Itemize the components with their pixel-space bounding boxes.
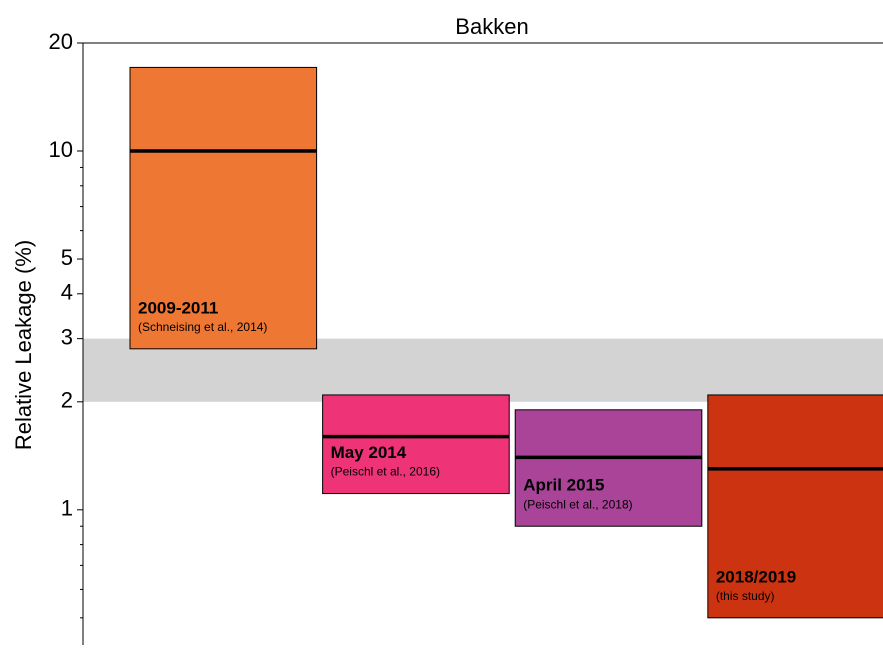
bar-label: 2018/2019 [716, 567, 796, 586]
y-tick-label: 3 [61, 324, 73, 349]
y-tick-label: 2 [61, 388, 73, 413]
bar-label: May 2014 [331, 443, 407, 462]
bar-label: April 2015 [523, 476, 604, 495]
bar-label: 2009-2011 [138, 298, 218, 317]
y-tick-label: 10 [49, 137, 73, 162]
y-tick-label: 20 [49, 29, 73, 54]
bar-source: (Peischl et al., 2018) [523, 497, 632, 511]
y-tick-label: 5 [61, 245, 73, 270]
y-tick-label: 4 [61, 280, 73, 305]
bar-source: (this study) [716, 589, 775, 603]
y-axis-label: Relative Leakage (%) [11, 240, 36, 450]
bar [129, 66, 318, 350]
bar [322, 394, 510, 495]
chart-title: Bakken [455, 14, 528, 39]
bar-source: (Peischl et al., 2016) [331, 465, 440, 479]
bar [514, 409, 703, 527]
y-tick-label: 1 [61, 496, 73, 521]
bar-source: (Schneising et al., 2014) [138, 320, 267, 334]
bar [707, 394, 883, 619]
